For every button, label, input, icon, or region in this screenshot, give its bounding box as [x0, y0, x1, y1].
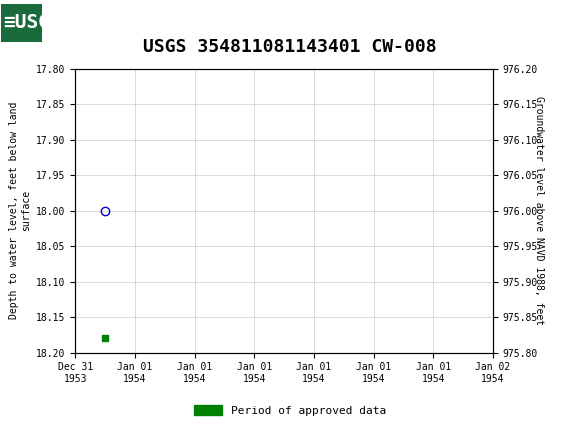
Y-axis label: Depth to water level, feet below land
surface: Depth to water level, feet below land su… [9, 102, 31, 319]
FancyBboxPatch shape [1, 3, 42, 42]
Legend: Period of approved data: Period of approved data [190, 400, 390, 420]
Y-axis label: Groundwater level above NAVD 1988, feet: Groundwater level above NAVD 1988, feet [534, 96, 543, 325]
Text: ≡USGS: ≡USGS [3, 13, 61, 32]
Text: USGS 354811081143401 CW-008: USGS 354811081143401 CW-008 [143, 38, 437, 56]
